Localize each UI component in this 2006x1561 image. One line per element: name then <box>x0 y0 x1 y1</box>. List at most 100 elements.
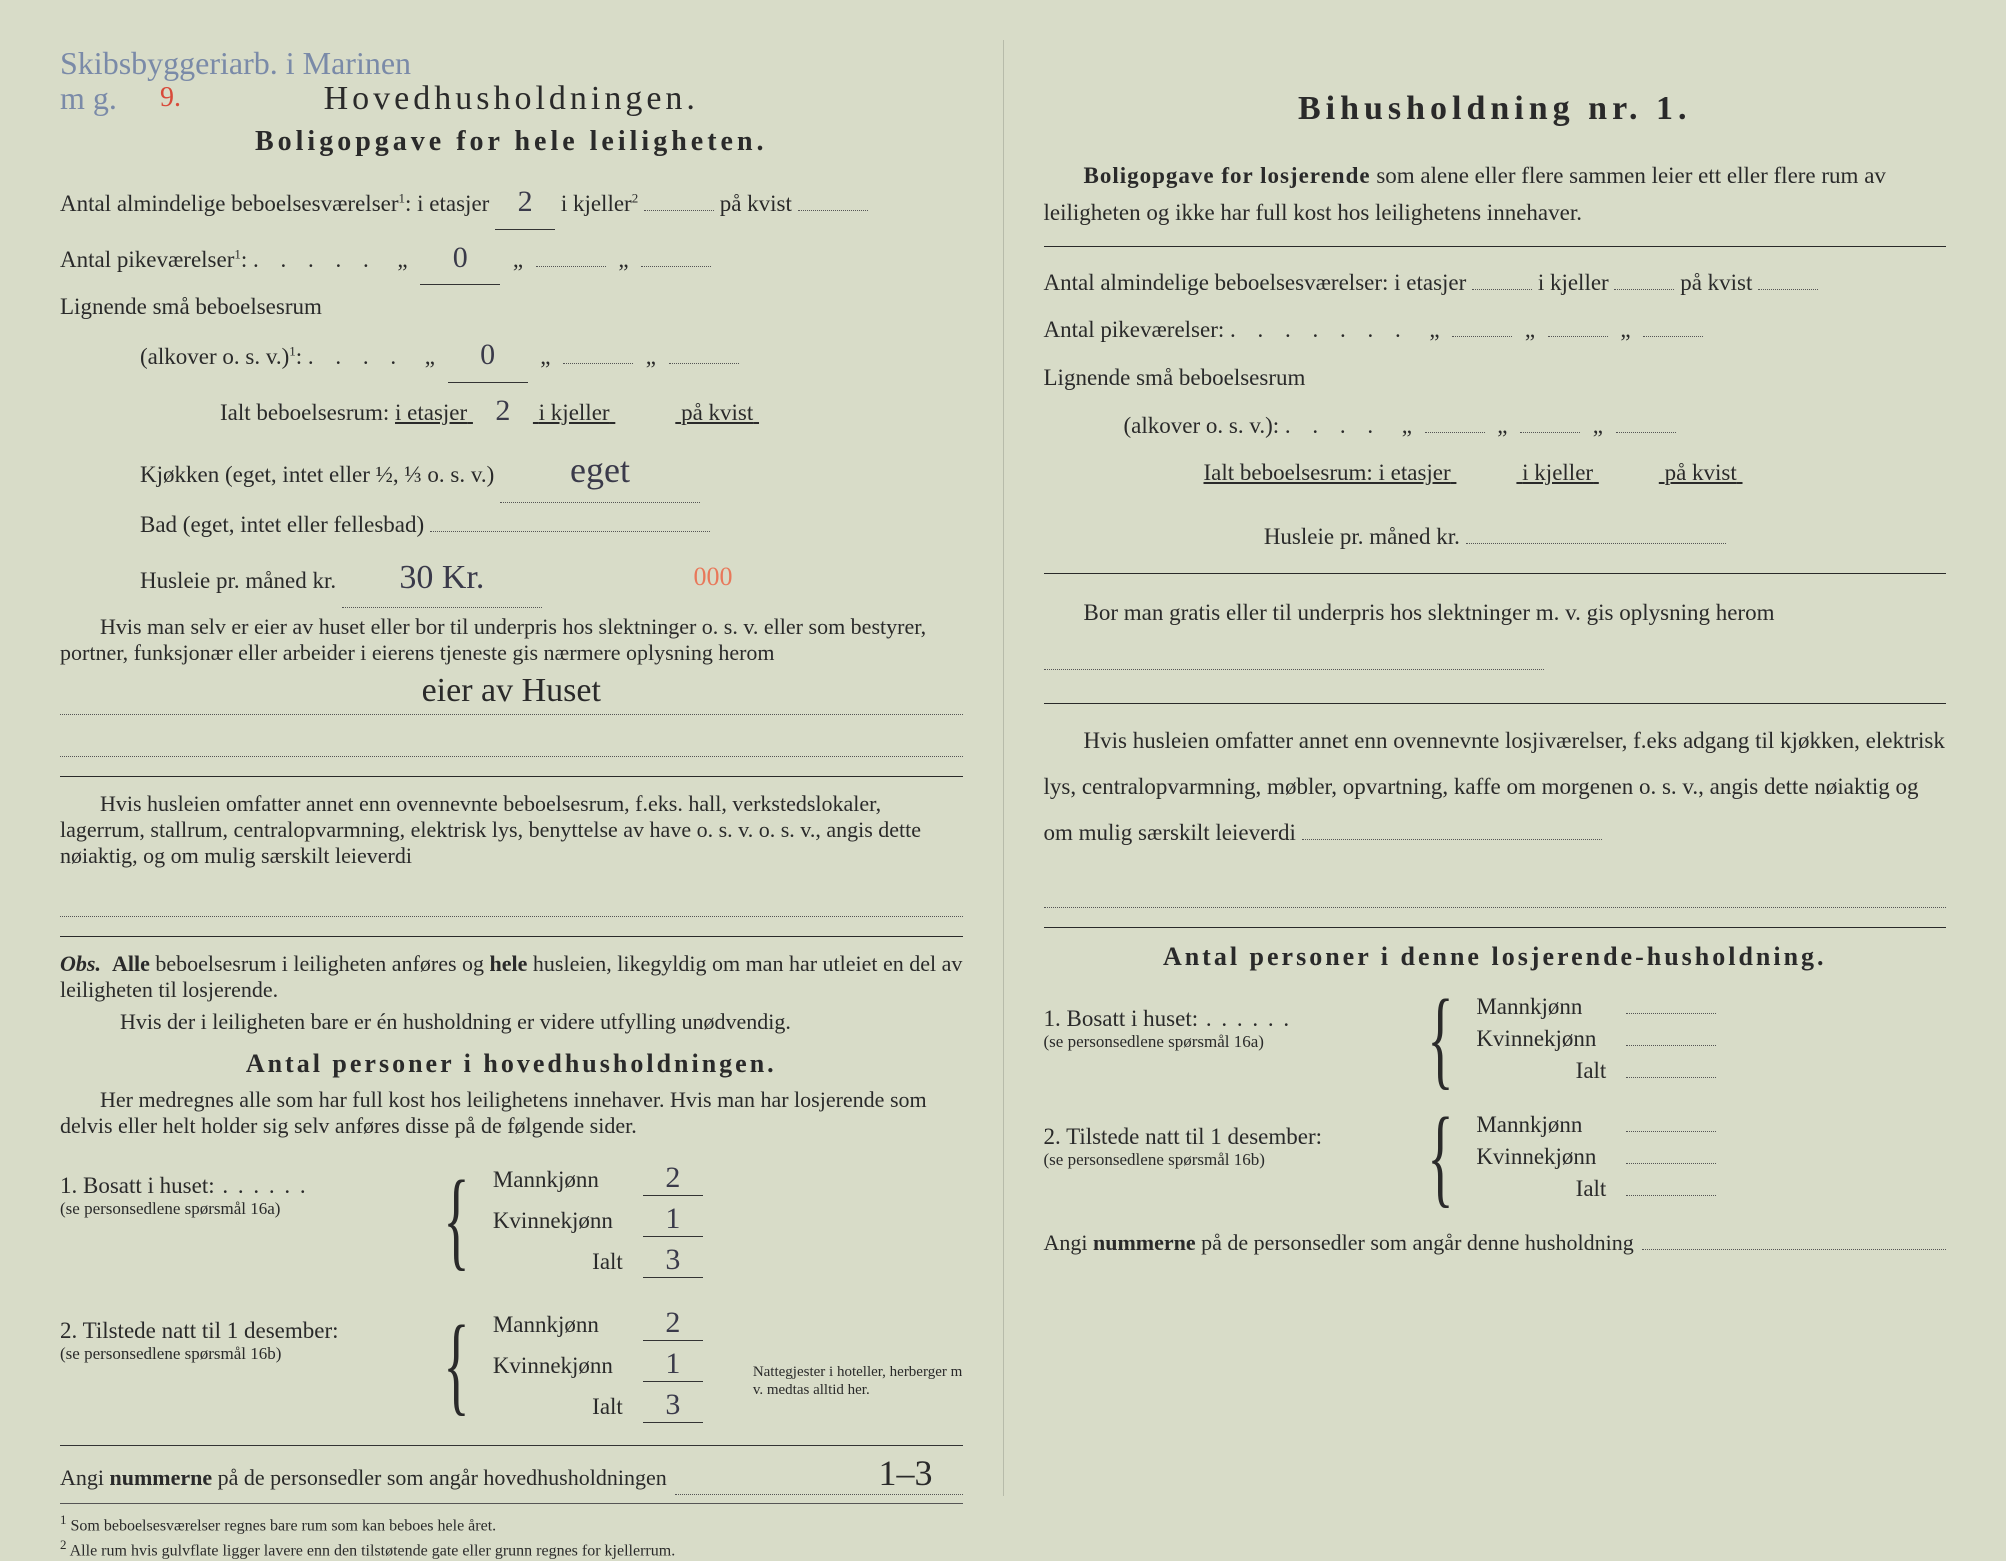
q2-values: Mannkjønn2 Kvinnekjønn1 Ialt3 <box>493 1300 753 1429</box>
val-alm-etasjer: 2 <box>495 176 555 230</box>
ditto: „ <box>506 240 530 280</box>
mann-label2: Mannkjønn <box>493 1312 643 1338</box>
row-bad: Bad (eget, intet eller fellesbad) <box>60 505 963 545</box>
r-mann: Mannkjønn <box>1476 994 1626 1020</box>
val-alm-kjeller <box>644 210 714 211</box>
divider <box>1044 246 1947 247</box>
q1-i: 3 <box>643 1243 703 1278</box>
r-lign2-label: (alkover o. s. v.): <box>1124 413 1280 438</box>
blank <box>1642 1249 1946 1250</box>
brace-icon: { <box>1427 1107 1453 1206</box>
sup2: 2 <box>632 190 639 205</box>
intro: Boligopgave for losjerende som alene ell… <box>1044 158 1947 232</box>
divider <box>60 936 963 937</box>
ditto: „ <box>1395 404 1419 448</box>
section2-title: Antal personer i hovedhusholdningen. <box>60 1049 963 1079</box>
blank-line <box>60 875 963 917</box>
q2-label: 2. Tilstede natt til 1 desember: <box>60 1318 339 1343</box>
obs-text2: Hvis der i leiligheten bare er én hushol… <box>60 1009 963 1035</box>
r-kvinne: Kvinnekjønn <box>1476 1026 1626 1052</box>
blank <box>1614 289 1674 290</box>
mann-label: Mannkjønn <box>493 1167 643 1193</box>
row-pike: Antal pikeværelser1: . . . . . „ 0 „ „ <box>60 232 963 286</box>
ditto: „ <box>1586 404 1610 448</box>
blank <box>536 266 606 267</box>
ditto: „ <box>612 240 636 280</box>
blank <box>669 363 739 364</box>
main-title: Hovedhusholdningen. <box>60 80 963 118</box>
row-husleie: Husleie pr. måned kr. 30 Kr. 000 <box>60 548 963 609</box>
blank <box>1626 1077 1716 1078</box>
row-ialt: Ialt beboelsesrum: i etasjer 2 i kjeller… <box>60 385 963 438</box>
r-gratis: Bor man gratis eller til underpris hos s… <box>1044 588 1947 689</box>
blank <box>1626 1195 1716 1196</box>
blank <box>1626 1131 1716 1132</box>
intro-bold: Boligopgave for losjerende <box>1084 163 1371 188</box>
q2-label-block: 2. Tilstede natt til 1 desember: (se per… <box>60 1300 420 1364</box>
q1-row: 1. Bosatt i huset: (se personsedlene spø… <box>60 1155 963 1284</box>
fn2: 2 Alle rum hvis gulvflate ligger lavere … <box>60 1537 963 1560</box>
red-number: 9. <box>160 82 181 114</box>
r-husleie: Husleie pr. måned kr. <box>1044 515 1947 559</box>
r-kvist: på kvist <box>1680 270 1752 295</box>
blank <box>1616 432 1676 433</box>
blank <box>1044 669 1544 670</box>
label-kjeller2: i kjeller <box>539 400 610 425</box>
r-kvinne2: Kvinnekjønn <box>1476 1144 1626 1170</box>
brace-icon: { <box>1427 989 1453 1088</box>
label-husleie: Husleie pr. måned kr. <box>140 568 336 593</box>
obs-block: Obs. Alle beboelsesrum i leiligheten anf… <box>60 951 963 1003</box>
r-omfatter-text: Hvis husleien omfatter annet enn ovennev… <box>1044 728 1945 845</box>
r-mann2: Mannkjønn <box>1476 1112 1626 1138</box>
blank <box>1643 336 1703 337</box>
sup1b: 1 <box>234 246 241 261</box>
label-etasjer: i etasjer <box>417 191 489 216</box>
subtitle: Boligopgave for hele leiligheten. <box>60 126 963 158</box>
row-lign2: (alkover o. s. v.)1: . . . . „ 0 „ „ <box>60 329 963 383</box>
blank-line <box>60 715 963 757</box>
ditto: „ <box>418 337 442 377</box>
rq2-sub: (se personsedlene spørsmål 16b) <box>1044 1150 1404 1170</box>
q2-m: 2 <box>643 1306 703 1341</box>
q1-label: 1. Bosatt i huset: <box>60 1173 215 1198</box>
rq2-label: 2. Tilstede natt til 1 desember: <box>1044 1124 1323 1149</box>
divider <box>1044 703 1947 704</box>
divider <box>1044 573 1947 574</box>
r-lign2: (alkover o. s. v.): . . . . „ „ „ <box>1044 404 1947 448</box>
rq1-row: 1. Bosatt i huset: (se personsedlene spø… <box>1044 988 1947 1090</box>
val-ialt-et: 2 <box>473 385 533 438</box>
rq1-values: Mannkjønn Kvinnekjønn Ialt <box>1476 988 1736 1090</box>
obs-label: Obs. <box>60 951 101 976</box>
divider <box>1044 927 1947 928</box>
blank <box>1626 1163 1716 1164</box>
r-alm: Antal almindelige beboelsesværelser: i e… <box>1044 261 1947 305</box>
angi-row: Angi nummerne på de personsedler som ang… <box>60 1445 963 1495</box>
r-ialt-label: Ialt beboelsesrum: i etasjer <box>1204 460 1451 485</box>
r-pike: Antal pikeværelser: . . . . . . . „ „ „ <box>1044 308 1947 352</box>
blank <box>1466 543 1726 544</box>
rq1-label-block: 1. Bosatt i huset: (se personsedlene spø… <box>1044 988 1404 1052</box>
label-etasjer2: i etasjer <box>395 400 467 425</box>
r-pike-label: Antal pikeværelser: <box>1044 317 1225 342</box>
rq1-label: 1. Bosatt i huset: <box>1044 1006 1199 1031</box>
blank <box>1302 839 1602 840</box>
q2-row: 2. Tilstede natt til 1 desember: (se per… <box>60 1300 963 1429</box>
ialt-label2: Ialt <box>493 1394 643 1420</box>
kvinne-label2: Kvinnekjønn <box>493 1353 643 1379</box>
section2-note: Her medregnes alle som har full kost hos… <box>60 1087 963 1139</box>
label-ialt: Ialt beboelsesrum: <box>220 400 389 425</box>
eier-note: Hvis man selv er eier av huset eller bor… <box>60 614 963 666</box>
obs-text1: Alle beboelsesrum i leiligheten anføres … <box>60 951 962 1002</box>
ditto: „ <box>1423 308 1447 352</box>
r-omfatter: Hvis husleien omfatter annet enn ovennev… <box>1044 718 1947 856</box>
divider <box>60 776 963 777</box>
r-alm-label: Antal almindelige beboelsesværelser: i e… <box>1044 270 1467 295</box>
ditto: „ <box>391 240 415 280</box>
ditto: „ <box>533 337 557 377</box>
r-ialt-p2: Ialt <box>1476 1176 1626 1202</box>
label-lign2: (alkover o. s. v.) <box>140 344 289 369</box>
r-section: Antal personer i denne losjerende-hushol… <box>1044 942 1947 972</box>
q2-sub: (se personsedlene spørsmål 16b) <box>60 1344 420 1364</box>
q1-values: Mannkjønn2 Kvinnekjønn1 Ialt3 <box>493 1155 753 1284</box>
fn1: 1 Som beboelsesværelser regnes bare rum … <box>60 1512 963 1535</box>
